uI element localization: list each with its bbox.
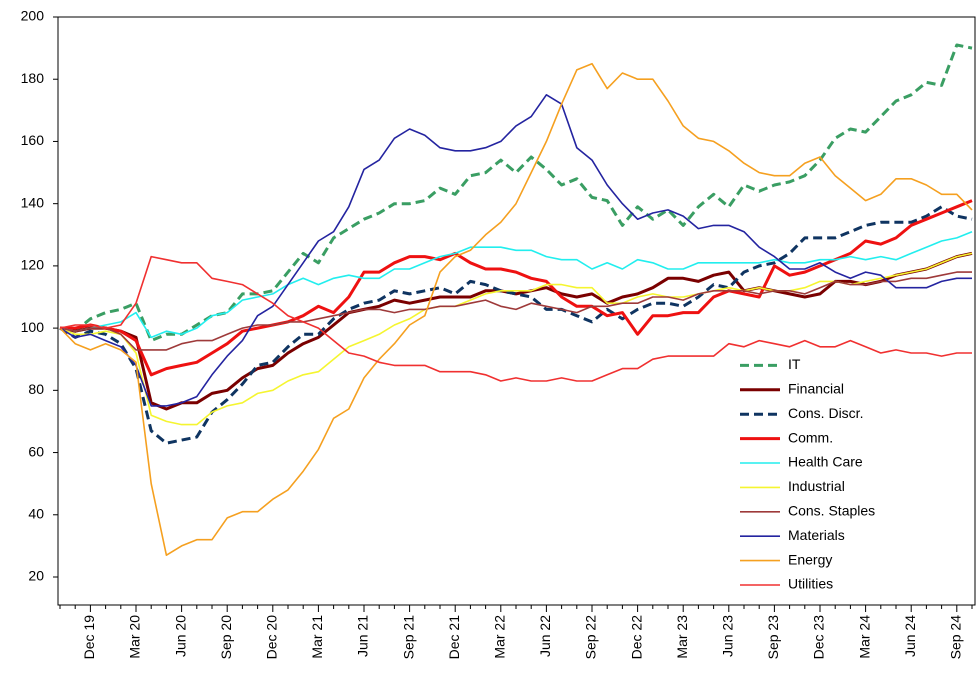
x-tick-label: Sep 24 <box>948 615 964 660</box>
series-line <box>59 271 972 351</box>
y-tick-label: 100 <box>21 319 45 335</box>
x-tick-label: Dec 22 <box>628 615 644 660</box>
series-line <box>60 199 973 377</box>
legend-label: Cons. Staples <box>788 503 875 519</box>
x-tick-label: Mar 21 <box>309 615 325 659</box>
y-tick-label: 180 <box>21 70 45 86</box>
legend-label: IT <box>788 356 801 372</box>
y-tick-label: 40 <box>28 505 44 521</box>
legend-label: Utilities <box>788 576 833 592</box>
x-tick-label: Dec 19 <box>81 615 97 660</box>
legend-label: Industrial <box>788 478 845 494</box>
y-tick-label: 60 <box>28 443 44 459</box>
x-tick-label: Sep 23 <box>765 615 781 660</box>
x-tick-label: Dec 20 <box>264 615 280 660</box>
y-tick-label: 140 <box>21 194 45 210</box>
x-tick-label: Jun 20 <box>172 615 188 657</box>
legend-label: Cons. Discr. <box>788 405 863 421</box>
y-tick-label: 80 <box>28 381 44 397</box>
x-tick-label: Jun 24 <box>902 615 918 657</box>
series-line <box>59 252 973 426</box>
x-tick-label: Dec 21 <box>446 615 462 660</box>
legend-label: Health Care <box>788 454 863 470</box>
y-tick-label: 200 <box>21 8 45 24</box>
x-tick-label: Sep 20 <box>218 615 234 660</box>
series-line <box>59 62 973 556</box>
legend-label: Materials <box>788 527 845 543</box>
series-line <box>59 251 973 411</box>
y-tick-label: 160 <box>21 132 45 148</box>
x-tick-label: Mar 24 <box>856 615 872 659</box>
x-tick-label: Mar 22 <box>492 615 508 659</box>
legend-label: Financial <box>788 381 844 397</box>
series-line <box>59 94 972 407</box>
y-tick-label: 120 <box>21 257 45 273</box>
series-line <box>59 255 972 382</box>
series-line <box>59 230 973 339</box>
x-tick-label: Dec 23 <box>811 615 827 660</box>
x-tick-label: Sep 22 <box>583 615 599 660</box>
x-tick-label: Jun 22 <box>537 615 553 657</box>
x-tick-label: Jun 21 <box>355 615 371 657</box>
y-tick-label: 20 <box>28 568 44 584</box>
x-tick-label: Mar 20 <box>127 615 143 659</box>
series-line <box>59 43 973 343</box>
legend-label: Energy <box>788 551 832 567</box>
legend-label: Comm. <box>788 429 833 445</box>
x-tick-label: Jun 23 <box>720 615 736 657</box>
x-tick-label: Sep 21 <box>400 615 416 660</box>
x-tick-label: Mar 23 <box>674 615 690 659</box>
